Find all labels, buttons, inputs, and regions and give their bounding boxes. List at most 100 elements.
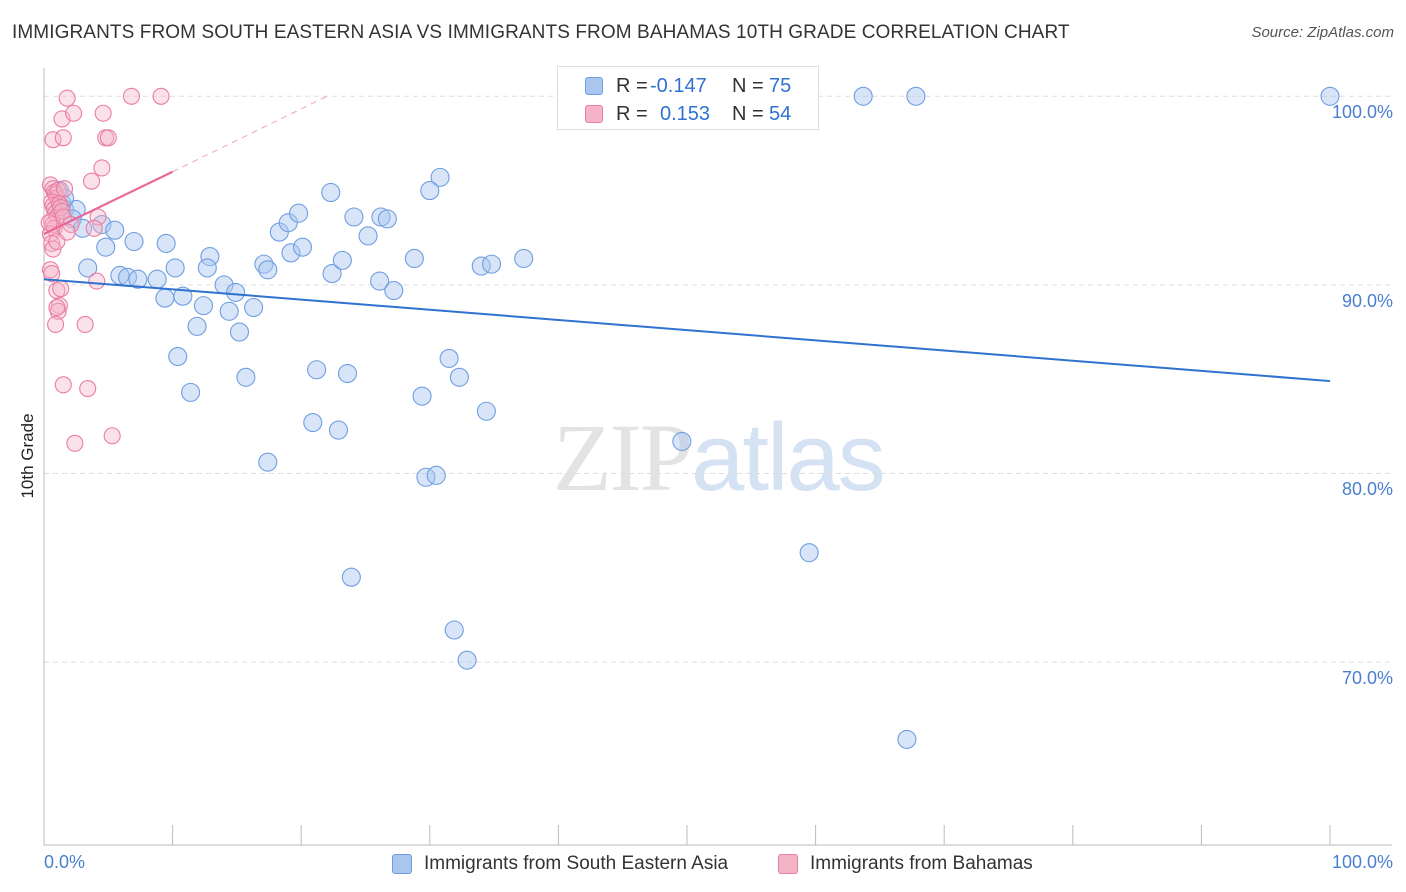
data-point	[94, 104, 112, 122]
data-point	[370, 271, 390, 291]
data-point	[53, 202, 71, 220]
data-point	[181, 382, 201, 402]
data-point	[897, 729, 917, 749]
data-point	[412, 386, 432, 406]
data-point	[289, 203, 309, 223]
data-point	[93, 159, 111, 177]
data-point	[307, 360, 327, 380]
y-tick-label: 80.0%	[1341, 479, 1393, 500]
data-point	[44, 131, 62, 149]
data-point	[105, 220, 125, 240]
legend-swatch-pink	[778, 854, 798, 874]
data-point	[799, 543, 819, 563]
y-tick-label: 90.0%	[1341, 290, 1393, 311]
data-point	[103, 427, 121, 445]
watermark-zip: ZIP	[553, 404, 693, 511]
stats-row-south-eastern-asia: R = -0.147 N = 75	[558, 71, 818, 101]
data-point	[78, 258, 98, 278]
data-point	[165, 258, 185, 278]
data-point	[168, 346, 188, 367]
data-point	[219, 301, 239, 321]
data-point	[281, 243, 301, 263]
data-point	[96, 237, 116, 257]
chart-title: IMMIGRANTS FROM SOUTH EASTERN ASIA VS IM…	[12, 22, 1070, 43]
data-point	[85, 219, 103, 237]
data-point	[88, 272, 106, 290]
legend-swatch-blue	[392, 854, 412, 874]
x-tick-label: 0.0%	[44, 852, 86, 872]
y-tick-label: 100.0%	[1331, 102, 1393, 123]
data-point	[76, 315, 94, 334]
data-point	[99, 129, 117, 147]
data-point	[52, 280, 70, 298]
data-point	[672, 431, 692, 451]
data-point	[514, 248, 534, 269]
y-tick-label: 70.0%	[1341, 668, 1393, 689]
data-point	[384, 280, 404, 301]
data-point	[197, 258, 217, 278]
watermark-atlas: atlas	[691, 404, 886, 511]
data-point	[58, 223, 76, 241]
legend-label: Immigrants from Bahamas	[810, 853, 1033, 874]
data-point	[50, 297, 68, 315]
series-south-eastern-asia	[49, 86, 1340, 749]
stats-legend: R = -0.147 N = 75 R = 0.153 N = 54	[557, 66, 819, 130]
data-point	[226, 282, 246, 302]
legend-swatch-blue	[585, 77, 603, 95]
data-point	[476, 401, 496, 421]
data-point	[122, 87, 140, 105]
data-point	[244, 297, 264, 318]
data-point	[371, 207, 391, 227]
data-point	[47, 315, 65, 334]
data-point	[303, 413, 323, 433]
data-point	[321, 182, 341, 203]
data-point	[439, 348, 459, 368]
data-point	[322, 264, 342, 284]
series-legend: Immigrants from South Eastern Asia Immig…	[0, 850, 1406, 880]
source-credit: Source: ZipAtlas.com	[1251, 24, 1394, 41]
r-label: R =	[616, 75, 648, 97]
data-point	[426, 465, 446, 485]
data-point	[83, 172, 101, 190]
trend-lines	[43, 95, 1331, 383]
r-value: -0.147	[650, 75, 707, 97]
data-point	[156, 233, 176, 253]
data-point	[444, 620, 464, 640]
data-point	[43, 265, 61, 283]
r-value: 0.153	[660, 103, 711, 125]
data-point	[229, 322, 250, 342]
data-point	[128, 269, 148, 289]
data-point	[404, 248, 424, 269]
data-point	[1320, 86, 1340, 106]
data-point	[155, 288, 175, 308]
data-point	[853, 86, 873, 106]
data-point	[457, 650, 477, 670]
data-point	[328, 420, 349, 440]
data-point	[54, 129, 72, 147]
trend-line-south-eastern-asia	[43, 278, 1331, 383]
data-point	[332, 250, 352, 270]
trend-line-bahamas	[43, 170, 174, 235]
n-label: N =	[732, 103, 764, 125]
data-point	[449, 367, 469, 387]
data-point	[258, 260, 278, 280]
trend-line-bahamas-extension	[172, 95, 328, 173]
data-point	[193, 296, 214, 316]
data-point	[292, 237, 313, 257]
r-label: R =	[616, 103, 648, 125]
n-value: 54	[769, 103, 792, 125]
x-tick-label: 100.0%	[1331, 852, 1393, 872]
data-point	[152, 87, 170, 105]
axes	[43, 68, 1392, 846]
data-point	[58, 89, 76, 107]
data-point	[147, 269, 167, 289]
data-point	[200, 247, 220, 267]
legend-swatch-pink	[585, 105, 603, 123]
data-point	[344, 207, 364, 227]
data-point	[79, 380, 97, 398]
stats-row-bahamas: R = 0.153 N = 54	[558, 99, 818, 129]
n-label: N =	[732, 75, 764, 97]
data-point	[124, 231, 144, 252]
data-point	[481, 254, 502, 274]
data-point	[254, 254, 274, 274]
